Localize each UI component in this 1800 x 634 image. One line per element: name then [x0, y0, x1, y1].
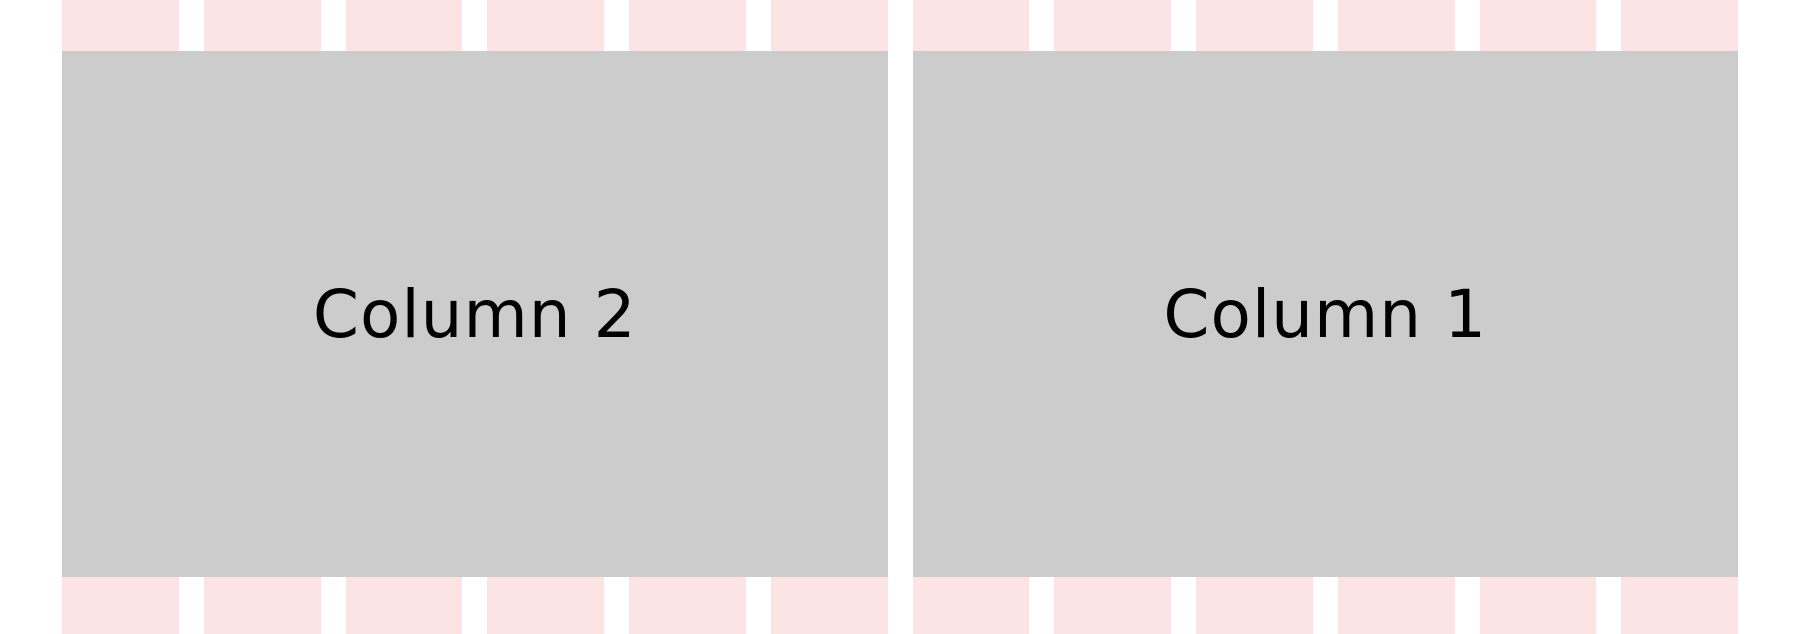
column-label: Column 1 — [1163, 275, 1488, 353]
column-box-right: Column 1 — [912, 51, 1738, 577]
columns-row: Column 2 Column 1 — [62, 51, 1738, 577]
column-box-left: Column 2 — [62, 51, 888, 577]
column-label: Column 2 — [312, 275, 637, 353]
